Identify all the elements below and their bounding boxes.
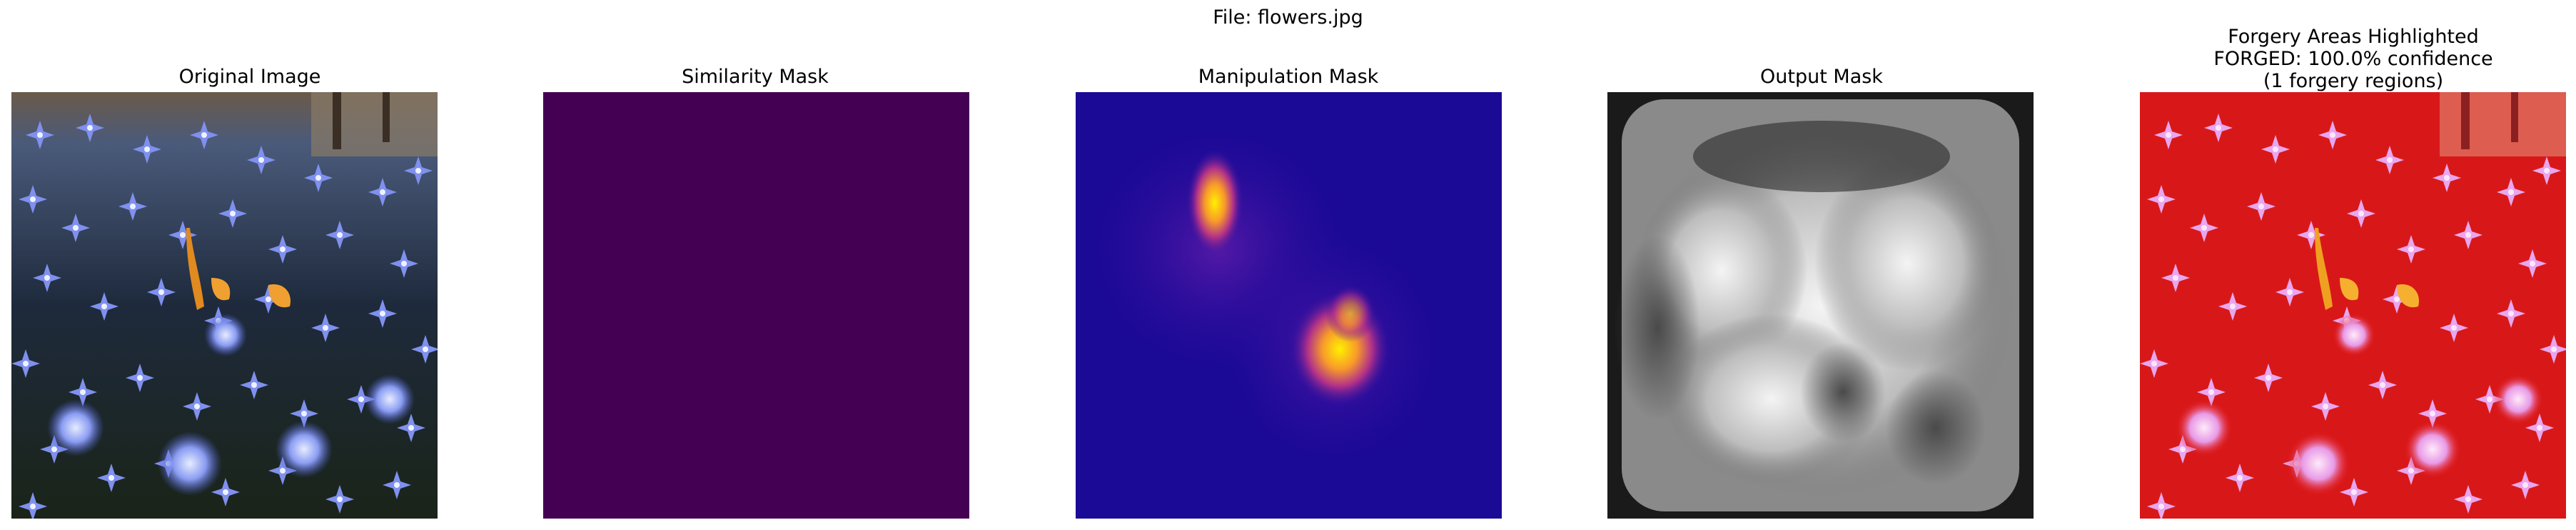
forgery-title-line-1: Forgery Areas Highlighted [2228,26,2479,48]
forgery-regions-line: (1 forgery regions) [2263,70,2444,92]
original-image [11,92,438,519]
original-image-title: Original Image [178,66,321,88]
uniform-mask [543,92,969,519]
forgery-overlay-image [2140,92,2566,519]
similarity-mask [543,92,969,519]
manipulation-mask-title: Manipulation Mask [1198,66,1379,88]
forgery-confidence-line: FORGED: 100.0% confidence [2213,48,2493,70]
figure-title: File: flowers.jpg [1213,6,1363,29]
output-mask-title: Output Mask [1760,66,1883,88]
flower-photo-red-overlay [2140,92,2566,519]
output-mask [1607,92,2034,519]
similarity-mask-title: Similarity Mask [682,66,829,88]
flower-photo [11,92,438,519]
manipulation-mask [1076,92,1502,519]
forgery-highlight-title: Forgery Areas Highlighted FORGED: 100.0%… [2103,26,2576,92]
grayscale-mask [1607,92,2034,519]
heatmap [1076,92,1502,519]
